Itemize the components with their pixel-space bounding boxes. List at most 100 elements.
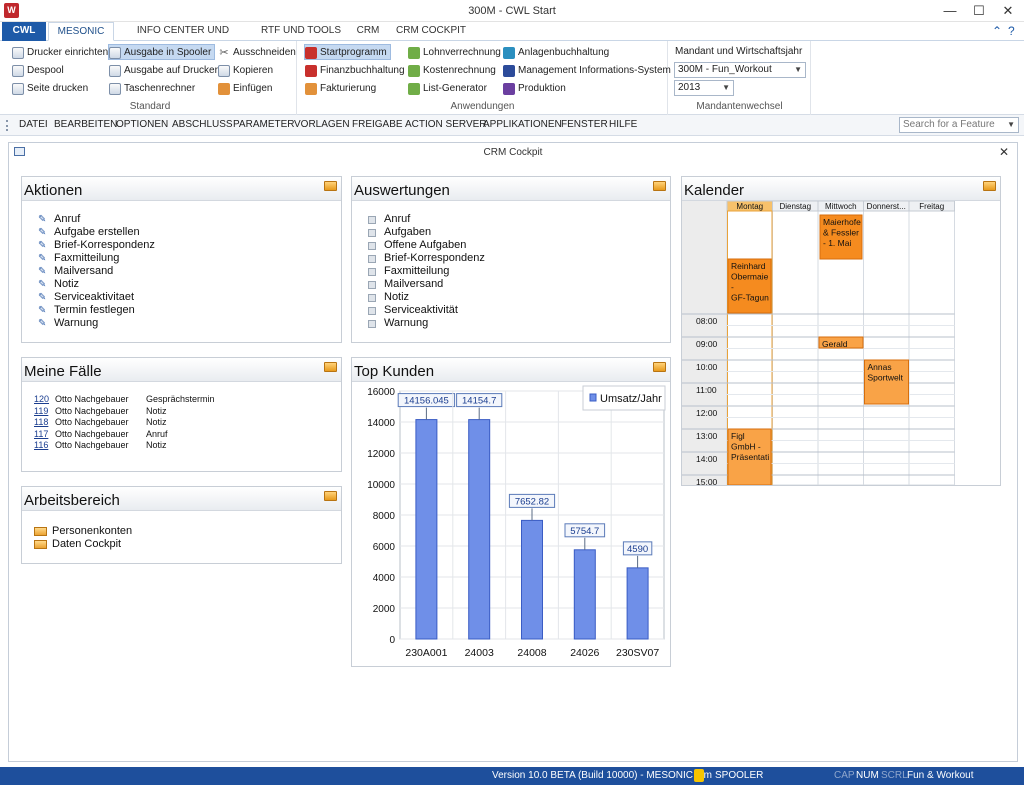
- despool-button[interactable]: Despool: [12, 63, 67, 79]
- aktion-item[interactable]: ✎ Brief-Korrespondenz: [36, 239, 155, 252]
- aktion-item[interactable]: ✎ Termin festlegen: [36, 304, 155, 317]
- fakturierung-button[interactable]: Fakturierung: [305, 81, 379, 97]
- auswertung-item[interactable]: Serviceaktivität: [366, 304, 485, 317]
- printer-icon: [12, 47, 24, 59]
- menu-hilfe[interactable]: HILFE: [609, 119, 638, 130]
- report-icon: [368, 255, 376, 263]
- case-number-link[interactable]: 117: [34, 428, 49, 439]
- folder-icon[interactable]: [324, 491, 337, 501]
- mandant-select[interactable]: 300M - Fun_Workout ▼: [674, 62, 806, 78]
- spooler-icon[interactable]: [694, 769, 704, 782]
- doc-close-button[interactable]: ✕: [998, 145, 1009, 159]
- einfuegen-button[interactable]: Einfügen: [218, 81, 275, 97]
- drucker-einrichten-button[interactable]: Drucker einrichten: [12, 45, 111, 61]
- calendar-event[interactable]: [864, 359, 909, 405]
- finanzbuchhaltung-button[interactable]: Finanzbuchhaltung: [305, 63, 408, 79]
- menu-vorlagen[interactable]: VORLAGEN: [294, 119, 350, 130]
- auswertungen-list: Anruf Aufgaben Offene Aufgaben Brief-Korres…: [366, 213, 485, 330]
- aktion-item[interactable]: ✎ Warnung: [36, 317, 155, 330]
- aktion-item[interactable]: ✎ Mailversand: [36, 265, 155, 278]
- app-icon[interactable]: W: [4, 3, 19, 18]
- aktion-item[interactable]: ✎ Serviceaktivitaet: [36, 291, 155, 304]
- auswertung-item[interactable]: Mailversand: [366, 278, 485, 291]
- tab-rtf-tools[interactable]: RTF UND TOOLS: [260, 25, 341, 36]
- auswertung-item[interactable]: Warnung: [366, 317, 485, 330]
- aktion-item[interactable]: ✎ Faxmitteilung: [36, 252, 155, 265]
- folder-icon[interactable]: [324, 362, 337, 372]
- tab-cwl[interactable]: CWL: [2, 22, 46, 41]
- produktion-button[interactable]: Produktion: [503, 81, 569, 97]
- auswertung-item[interactable]: Brief-Korrespondenz: [366, 252, 485, 265]
- menu-action-server[interactable]: ACTION SERVER: [405, 119, 487, 130]
- bar-24003[interactable]: [468, 419, 491, 640]
- ausgabe-in-spooler-button[interactable]: Ausgabe in Spooler: [108, 44, 216, 60]
- case-action: Notiz: [146, 417, 167, 427]
- taschenrechner-button[interactable]: Taschenrechner: [109, 81, 198, 97]
- calendar-event[interactable]: [727, 428, 772, 485]
- bar-24008[interactable]: [521, 519, 543, 640]
- label: Lohnverrechnung: [423, 47, 501, 58]
- label: Kostenrechnung: [423, 65, 496, 76]
- folder-icon[interactable]: [324, 181, 337, 191]
- tab-mesonic[interactable]: MESONIC: [48, 22, 114, 41]
- collapse-ribbon-icon[interactable]: ⌃: [992, 24, 1003, 38]
- folder-icon[interactable]: [653, 181, 666, 191]
- anlagenbuchhaltung-button[interactable]: Anlagenbuchhaltung: [503, 45, 612, 61]
- list-generator-button[interactable]: List-Generator: [408, 81, 490, 97]
- menu-datei[interactable]: DATEI: [19, 119, 48, 130]
- kostenrechnung-button[interactable]: Kostenrechnung: [408, 63, 499, 79]
- arbeitsbereich-label: Personenkonten: [52, 525, 133, 537]
- menu-bearbeiten[interactable]: BEARBEITEN: [54, 119, 118, 130]
- lohnverrechnung-button[interactable]: Lohnverrechnung: [408, 45, 504, 61]
- aktion-item[interactable]: ✎ Anruf: [36, 213, 155, 226]
- spooler-status[interactable]: SPOOLER: [715, 770, 764, 781]
- menu-abschluss[interactable]: ABSCHLUSS: [172, 119, 233, 130]
- calendar-event[interactable]: [727, 258, 772, 314]
- startprogramm-button[interactable]: Startprogramm: [304, 44, 391, 60]
- auswertung-item[interactable]: Aufgaben: [366, 226, 485, 239]
- panel-kalender: Kalender Montag Dienstag Mittwoch Donnerst.…: [681, 176, 1001, 486]
- ausschneiden-button[interactable]: ✂ Ausschneiden: [218, 45, 299, 61]
- calendar-event[interactable]: [819, 214, 863, 260]
- mandant-heading: Mandant und Wirtschaftsjahr: [675, 46, 803, 57]
- toolbar-grip[interactable]: [6, 120, 9, 131]
- auswertung-item[interactable]: Notiz: [366, 291, 485, 304]
- maximize-button[interactable]: ☐: [973, 3, 985, 18]
- ausgabe-auf-drucker-button[interactable]: Ausgabe auf Drucker: [109, 63, 221, 79]
- close-button[interactable]: ✕: [1002, 3, 1014, 18]
- calendar-grid[interactable]: Montag Dienstag Mittwoch Donnerst... Freitag…: [682, 201, 1000, 485]
- menu-freigabe[interactable]: FREIGABE: [352, 119, 403, 130]
- case-number-link[interactable]: 120: [34, 394, 50, 404]
- tab-info-center[interactable]: INFO CENTER UND MAKROS: [136, 25, 230, 54]
- auswertung-item[interactable]: Offene Aufgaben: [366, 239, 485, 252]
- minimize-button[interactable]: —: [943, 3, 957, 18]
- help-icon[interactable]: ?: [1008, 24, 1015, 38]
- kopieren-button[interactable]: Kopieren: [218, 63, 276, 79]
- arbeitsbereich-item[interactable]: Personenkonten: [34, 525, 132, 538]
- calendar-event[interactable]: [818, 336, 864, 349]
- menu-optionen[interactable]: OPTIONEN: [116, 119, 169, 130]
- menu-parameter[interactable]: PARAMETER: [233, 119, 295, 130]
- menu-fenster[interactable]: FENSTER: [561, 119, 608, 130]
- tab-crm-cockpit[interactable]: CRM COCKPIT: [396, 25, 466, 36]
- auswertung-item[interactable]: Faxmitteilung: [366, 265, 485, 278]
- menu-applikationen[interactable]: APPLIKATIONEN: [483, 119, 562, 130]
- case-number-link[interactable]: 118: [34, 417, 49, 427]
- feature-search-input[interactable]: Search for a Feature ▼: [899, 117, 1019, 133]
- year-select[interactable]: 2013 ▼: [674, 80, 734, 96]
- aktion-item[interactable]: ✎ Notiz: [36, 278, 155, 291]
- bar-230SV07[interactable]: [626, 567, 649, 640]
- arbeitsbereich-item[interactable]: Daten Cockpit: [34, 538, 132, 551]
- seite-drucken-button[interactable]: Seite drucken: [12, 81, 91, 97]
- folder-icon[interactable]: [983, 181, 996, 191]
- mis-button[interactable]: Management Informations-System: [503, 63, 674, 79]
- case-number-link[interactable]: 119: [34, 405, 49, 416]
- folder-icon[interactable]: [653, 362, 666, 372]
- case-person: Otto Nachgebauer: [55, 405, 129, 416]
- aktion-item[interactable]: ✎ Aufgabe erstellen: [36, 226, 155, 239]
- case-number-link[interactable]: 116: [34, 440, 49, 450]
- bar-230A001[interactable]: [415, 419, 438, 640]
- auswertung-item[interactable]: Anruf: [366, 213, 485, 226]
- tab-crm[interactable]: CRM: [356, 25, 380, 36]
- bar-24026[interactable]: [573, 549, 596, 640]
